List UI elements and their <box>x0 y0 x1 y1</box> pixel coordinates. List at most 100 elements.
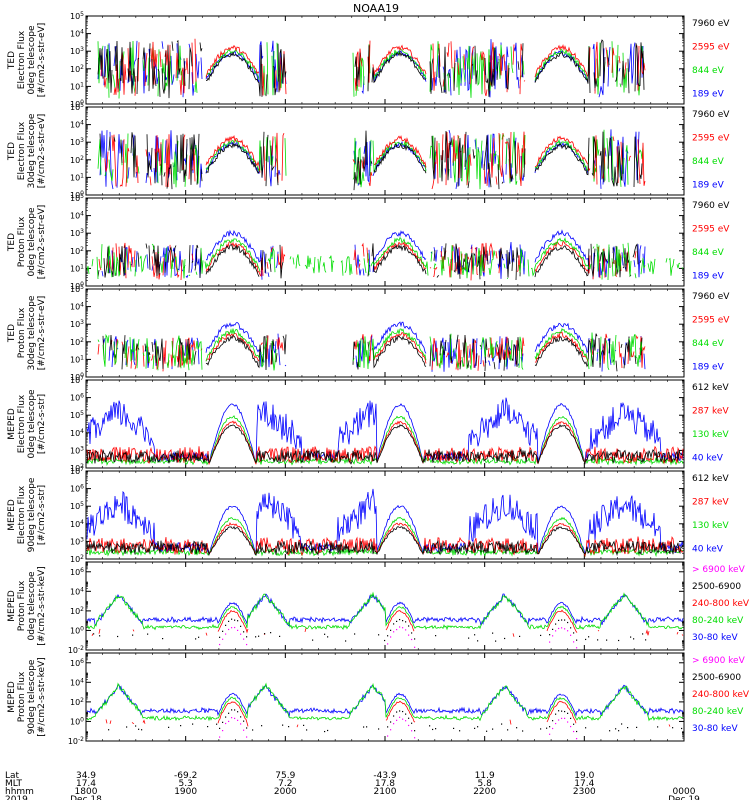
data-point <box>345 640 347 642</box>
y-tick-label: 104 <box>70 302 84 312</box>
data-point <box>198 636 200 638</box>
y-axis-label-line: 90deg telescope <box>27 477 37 552</box>
panel-data <box>86 591 684 649</box>
series-line <box>86 591 684 631</box>
data-point <box>261 725 263 727</box>
data-point <box>474 727 476 729</box>
y-axis-label-line: 0deg telescope <box>27 207 37 277</box>
data-point <box>558 619 560 622</box>
series-line <box>86 420 684 465</box>
legend-entry: 130 keV <box>692 521 729 531</box>
y-tick-label: 106 <box>70 567 84 577</box>
data-point <box>432 728 434 731</box>
data-point <box>237 711 239 713</box>
y-tick-label: 103 <box>70 137 84 147</box>
y-axis-label: MEPED Electron Flux 90deg telescope [#/cm2-… <box>7 477 47 552</box>
data-point <box>207 725 209 728</box>
data-point <box>396 620 398 622</box>
data-point <box>642 633 644 635</box>
legend-entry: 7960 eV <box>692 201 730 211</box>
y-tick-label: 106 <box>70 393 84 403</box>
data-point <box>576 730 578 733</box>
data-point <box>597 639 599 641</box>
y-axis-label-line: [#/cm2-s-str] <box>37 485 47 545</box>
y-tick-label: 102 <box>70 64 84 74</box>
ephemeris-value: 2000 <box>274 787 297 797</box>
panel-frame <box>85 561 685 651</box>
data-point <box>570 627 572 629</box>
legend-entry: 7960 eV <box>692 292 730 302</box>
y-axis-label-line: [#/cm2-s-str-eV] <box>37 296 47 371</box>
data-point <box>519 635 521 637</box>
data-point <box>147 633 149 635</box>
y-axis-label-line: TED <box>7 324 17 343</box>
y-axis-label-line: Proton Flux <box>17 671 27 722</box>
data-point <box>237 629 239 631</box>
y-tick-label: 102 <box>70 246 84 256</box>
y-tick-label: 104 <box>70 519 84 529</box>
y-axis-label-line: MEPED <box>7 681 17 713</box>
y-axis-label-line: [#/cm2-s-str] <box>37 394 47 454</box>
data-point <box>615 728 617 730</box>
data-point <box>264 633 266 635</box>
data-point <box>492 728 494 730</box>
data-point <box>570 717 572 719</box>
data-point <box>564 710 566 713</box>
y-tick-label: 102 <box>70 697 84 707</box>
data-point <box>399 618 401 621</box>
data-point <box>324 633 326 635</box>
data-point <box>237 719 239 721</box>
data-point <box>327 729 329 732</box>
data-point <box>564 717 566 719</box>
data-point <box>474 634 476 636</box>
y-tick-label: 103 <box>70 319 84 329</box>
ephemeris-value: -69.2 <box>174 771 197 781</box>
y-axis-label-line: MEPED <box>7 590 17 622</box>
y-tick-label: 105 <box>70 193 84 203</box>
data-point <box>477 726 479 728</box>
data-point <box>282 724 284 726</box>
data-point <box>240 723 242 725</box>
y-axis-label-line: Proton Flux <box>17 307 27 358</box>
legend-entry: 40 keV <box>692 454 724 464</box>
data-point <box>246 643 248 646</box>
legend-entry: 240-800 keV <box>692 599 750 609</box>
data-point <box>234 619 236 621</box>
data-point <box>573 641 575 643</box>
legend-entry: 7960 eV <box>692 110 730 120</box>
legend-entry: 844 eV <box>692 157 725 167</box>
data-point <box>402 710 404 713</box>
y-axis-label-line: 0deg telescope <box>27 25 37 95</box>
data-point <box>561 627 563 629</box>
legend-entry: 30-80 keV <box>692 633 738 643</box>
data-point <box>396 711 398 713</box>
data-point <box>555 713 557 715</box>
data-point <box>270 632 272 634</box>
data-point <box>252 729 254 731</box>
y-axis-label-line: 90deg telescope <box>27 659 37 734</box>
data-point <box>303 724 305 726</box>
ephemeris-value: 19.0 <box>574 771 594 781</box>
series-line <box>86 525 684 557</box>
y-axis-label-line: 30deg telescope <box>27 295 37 370</box>
y-tick-label: 102 <box>70 337 84 347</box>
legend-entry: 40 keV <box>692 545 724 555</box>
data-point <box>393 631 395 633</box>
data-point <box>231 627 233 629</box>
panel-8: 10-2 100 102 104 106 MEPED Proton Flux 90deg te… <box>7 652 750 746</box>
data-point <box>588 636 590 638</box>
data-point <box>561 717 563 719</box>
data-point <box>540 728 542 730</box>
data-point <box>216 723 218 725</box>
data-point <box>138 728 140 730</box>
y-axis-label: TED Electron Flux 30deg telescope [#/cm2-s-… <box>7 113 47 188</box>
y-axis-label-line: TED <box>7 142 17 161</box>
data-point <box>561 619 563 621</box>
data-point <box>555 623 557 625</box>
y-axis-label-line: [#/cm2-s-str-keV] <box>37 566 47 645</box>
panel-data <box>86 229 684 281</box>
data-point <box>393 623 395 625</box>
data-point <box>243 631 245 633</box>
